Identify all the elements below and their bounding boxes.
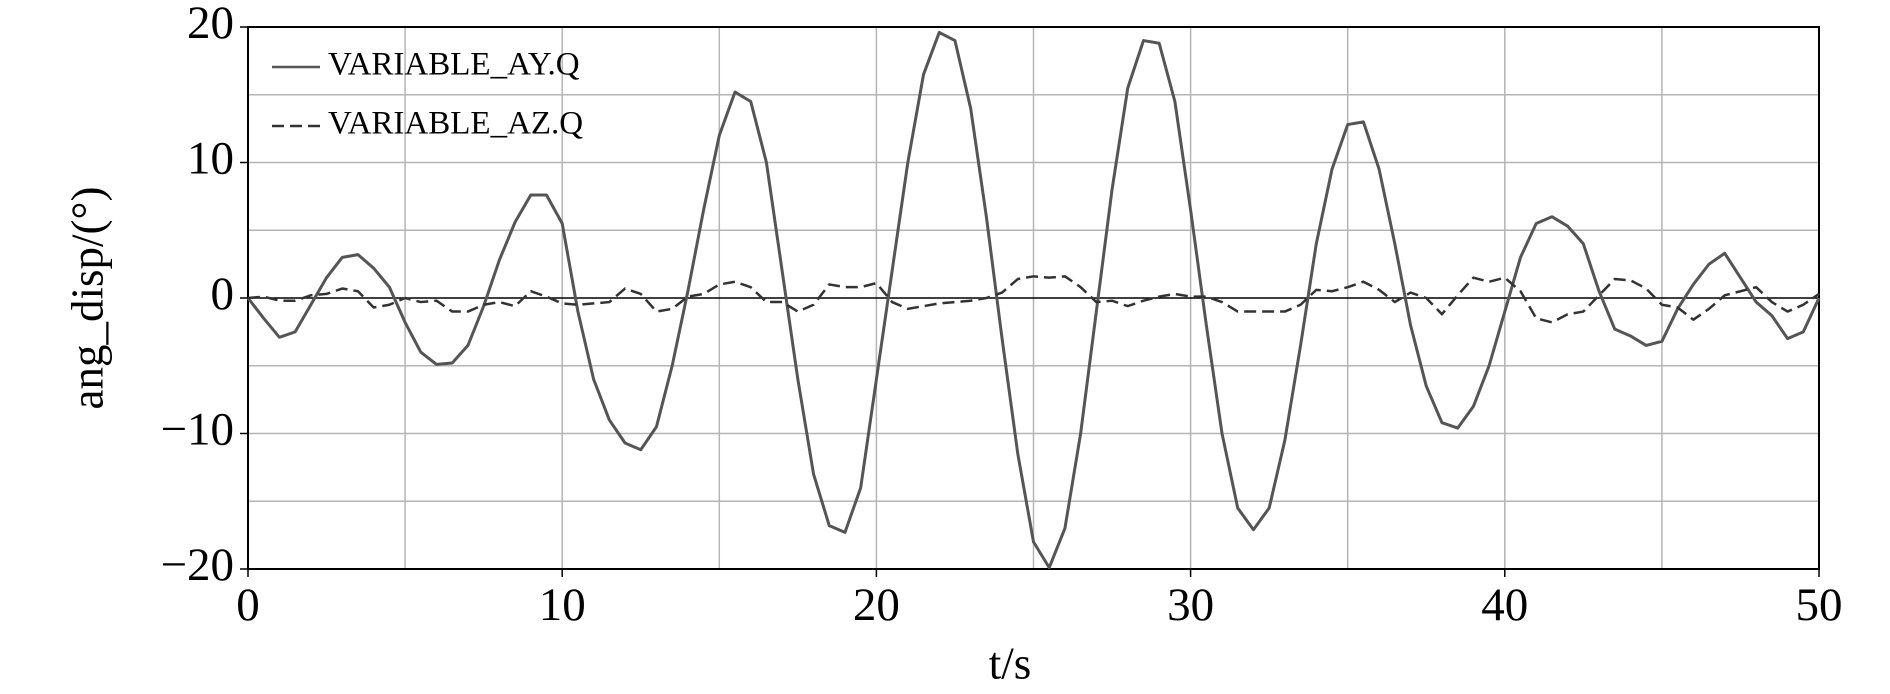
y-axis-title: ang_disp/(°) bbox=[62, 187, 112, 410]
y-tick-label: 0 bbox=[211, 268, 235, 320]
data-line bbox=[247, 275, 1820, 324]
legend-label: VARIABLE_AY.Q bbox=[328, 47, 580, 83]
x-axis-title: t/s bbox=[989, 638, 1032, 688]
x-tick-label: 10 bbox=[539, 579, 586, 631]
y-tick-label: 20 bbox=[187, 0, 234, 49]
legend-label: VARIABLE_AZ.Q bbox=[328, 106, 583, 142]
x-tick-label: 20 bbox=[853, 579, 900, 631]
x-tick-label: 50 bbox=[1796, 579, 1843, 631]
x-tick-label: 40 bbox=[1481, 579, 1528, 631]
x-tick-label: 0 bbox=[236, 579, 260, 631]
y-tick-label: 10 bbox=[187, 132, 234, 184]
y-tick-label: −10 bbox=[160, 403, 234, 455]
data-line bbox=[246, 30, 1821, 570]
y-tick-label: −20 bbox=[160, 539, 234, 591]
x-tick-label: 30 bbox=[1167, 579, 1214, 631]
